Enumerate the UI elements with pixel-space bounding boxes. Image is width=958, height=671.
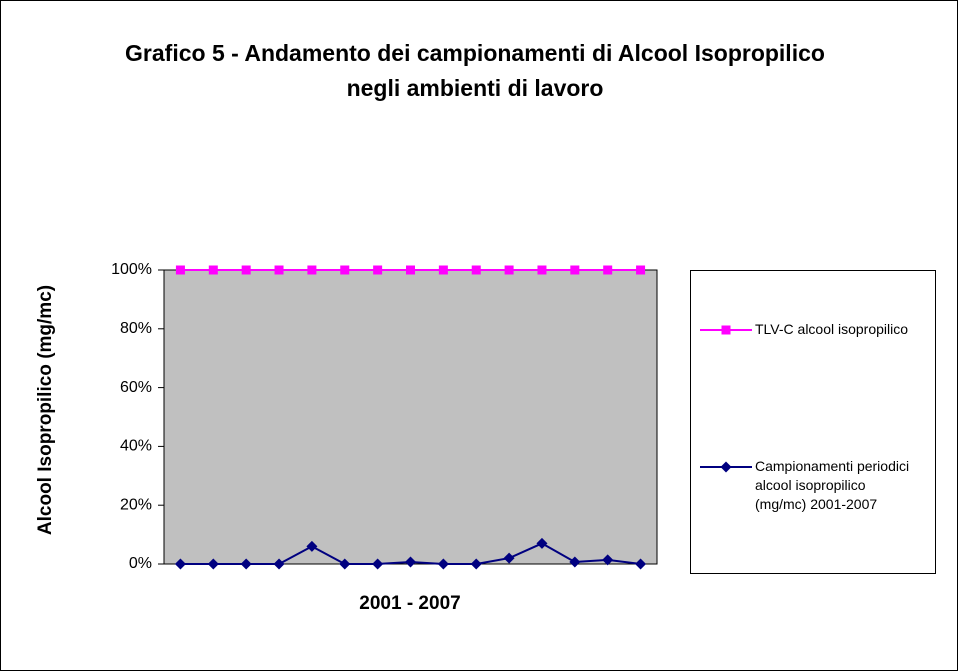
legend-label: Campionamenti periodici alcool isopropil… bbox=[755, 458, 910, 512]
y-axis-title: Alcool Isopropilico (mg/mc) bbox=[35, 285, 56, 535]
data-point bbox=[471, 265, 481, 275]
data-point bbox=[537, 265, 547, 275]
data-point bbox=[437, 558, 449, 570]
x-axis-title: 2001 - 2007 bbox=[359, 593, 460, 614]
data-point bbox=[373, 265, 383, 275]
data-point bbox=[174, 558, 186, 570]
data-point bbox=[241, 265, 251, 275]
data-point bbox=[207, 558, 219, 570]
legend-marker bbox=[721, 325, 731, 335]
data-point bbox=[405, 556, 416, 568]
data-point bbox=[274, 265, 284, 275]
plot-area bbox=[163, 269, 658, 565]
y-tick-label: 80% bbox=[120, 320, 152, 337]
data-point bbox=[503, 552, 515, 564]
data-point bbox=[635, 558, 647, 570]
data-point bbox=[240, 558, 252, 570]
data-point bbox=[570, 265, 580, 275]
data-point bbox=[306, 540, 318, 552]
data-point bbox=[438, 265, 448, 275]
data-point bbox=[636, 265, 646, 275]
chart-title: Grafico 5 - Andamento dei campionamenti … bbox=[125, 40, 825, 101]
data-point bbox=[602, 554, 614, 566]
data-point bbox=[339, 558, 351, 570]
legend-box bbox=[690, 270, 936, 574]
data-point bbox=[536, 537, 548, 549]
data-point bbox=[470, 558, 482, 570]
data-point bbox=[372, 558, 384, 570]
y-tick-label: 20% bbox=[120, 496, 152, 513]
data-point bbox=[175, 265, 185, 275]
data-point bbox=[340, 265, 350, 275]
data-point bbox=[603, 265, 613, 275]
y-tick-label: 100% bbox=[111, 261, 152, 278]
legend-marker bbox=[720, 461, 732, 473]
data-point bbox=[406, 265, 415, 275]
data-point bbox=[208, 265, 218, 275]
data-point bbox=[569, 556, 581, 568]
y-tick-label: 0% bbox=[129, 555, 152, 572]
data-point bbox=[273, 558, 285, 570]
y-tick-label: 60% bbox=[120, 379, 152, 396]
data-point bbox=[307, 265, 317, 275]
legend-label: TLV-C alcool isopropilico bbox=[755, 321, 909, 337]
y-tick-label: 40% bbox=[120, 438, 152, 455]
data-point bbox=[504, 265, 514, 275]
